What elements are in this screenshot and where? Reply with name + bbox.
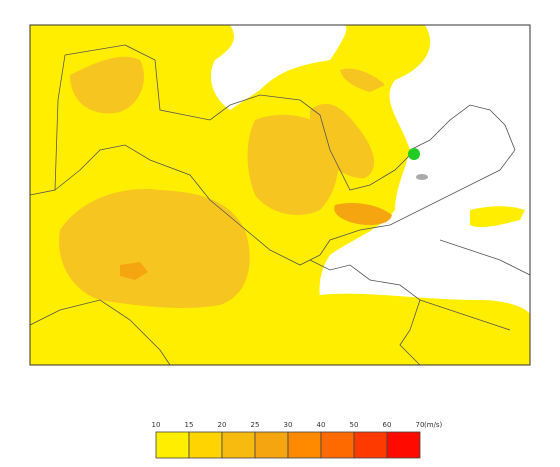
map (29, 20, 531, 366)
wind-area-orange (59, 189, 250, 308)
color-box (386, 431, 421, 459)
borders (29, 44, 531, 366)
location-marker (408, 148, 420, 160)
wind-area-orange (340, 68, 385, 92)
legend-unit: (m/s) (424, 421, 443, 429)
tick-label: 20 (218, 421, 227, 429)
tick-label: 25 (251, 421, 260, 429)
color-box (320, 431, 355, 459)
wind-area-yellow (30, 25, 150, 45)
tick-label: 15 (185, 421, 194, 429)
marker-shadow (416, 174, 428, 180)
wind-area-dark-orange (120, 262, 148, 280)
color-box (287, 431, 322, 459)
wind-area-yellow (300, 293, 530, 365)
color-box (254, 431, 289, 459)
tick-label: 50 (350, 421, 359, 429)
wind-area-yellow (470, 206, 525, 228)
tick-label: 30 (284, 421, 293, 429)
tick-label: 40 (317, 421, 326, 429)
color-box (188, 431, 223, 459)
color-box (221, 431, 256, 459)
tick-label: 60 (383, 421, 392, 429)
wind-area-orange (310, 103, 375, 179)
legend: (m/s) 10 15 20 25 30 40 50 60 70 (152, 421, 443, 459)
wind-area-orange (70, 56, 144, 114)
tick-label: 10 (152, 421, 161, 429)
wind-area-yellow (30, 300, 159, 365)
calm-area (233, 20, 257, 40)
color-box (353, 431, 388, 459)
tick-label: 70 (416, 421, 425, 429)
color-box (155, 431, 190, 459)
map-frame (29, 24, 531, 366)
wind-area-orange (334, 203, 392, 226)
